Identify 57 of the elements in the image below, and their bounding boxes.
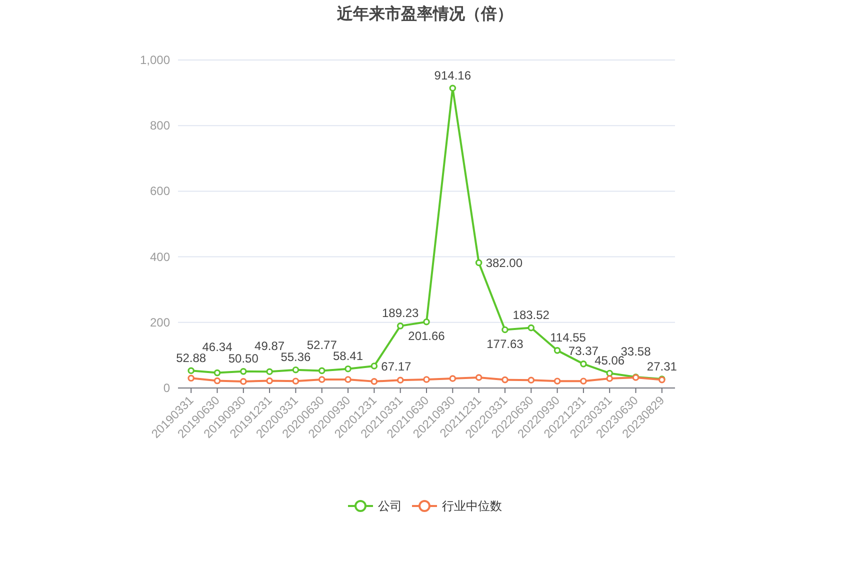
point (449, 84, 456, 92)
point (528, 324, 535, 332)
y-tick-label: 400 (150, 250, 170, 264)
point (266, 377, 273, 384)
point (396, 376, 404, 384)
point (292, 378, 300, 385)
point (318, 367, 326, 374)
point (214, 369, 221, 376)
data-label: 382.00 (486, 256, 523, 270)
point (318, 376, 326, 383)
y-tick-label: 0 (163, 381, 170, 395)
point (606, 375, 614, 382)
point (240, 368, 247, 375)
data-label: 177.63 (486, 337, 524, 352)
data-label: 58.41 (333, 349, 364, 364)
data-label: 67.17 (381, 359, 412, 374)
point (370, 362, 378, 370)
chart-title: 近年来市盈率情况（倍） (336, 4, 513, 23)
point (423, 318, 430, 326)
data-label: 189.23 (382, 306, 420, 320)
data-label: 183.52 (512, 308, 550, 322)
point (554, 347, 561, 354)
legend-label: 公司 (378, 499, 402, 513)
point (423, 376, 430, 383)
point (266, 368, 273, 376)
point (370, 378, 378, 385)
point (502, 376, 508, 384)
data-label: 114.55 (550, 330, 586, 345)
y-tick-label: 200 (150, 315, 170, 330)
data-label: 201.66 (408, 329, 446, 344)
point (188, 367, 194, 374)
point (188, 374, 194, 382)
point (580, 378, 587, 385)
point (606, 370, 614, 377)
y-tick-label: 1,000 (140, 53, 170, 67)
data-label: 50.50 (228, 352, 259, 366)
data-label: 52.77 (306, 338, 338, 352)
point (292, 366, 300, 374)
data-label: 27.31 (646, 359, 678, 374)
point (396, 322, 404, 330)
point (240, 378, 247, 385)
point (554, 378, 561, 385)
data-label: 49.87 (254, 338, 285, 353)
legend-label: 行业中位数 (442, 499, 502, 513)
point (475, 259, 482, 266)
point (344, 365, 352, 372)
data-label: 55.36 (280, 350, 312, 364)
point (214, 377, 221, 384)
point (528, 376, 535, 384)
point (502, 326, 508, 334)
point (449, 375, 456, 382)
y-tick-label: 800 (150, 118, 170, 133)
point (580, 360, 587, 368)
y-tick-label: 600 (150, 184, 170, 198)
point (475, 374, 482, 381)
point (344, 376, 352, 383)
data-label: 914.16 (434, 68, 472, 82)
